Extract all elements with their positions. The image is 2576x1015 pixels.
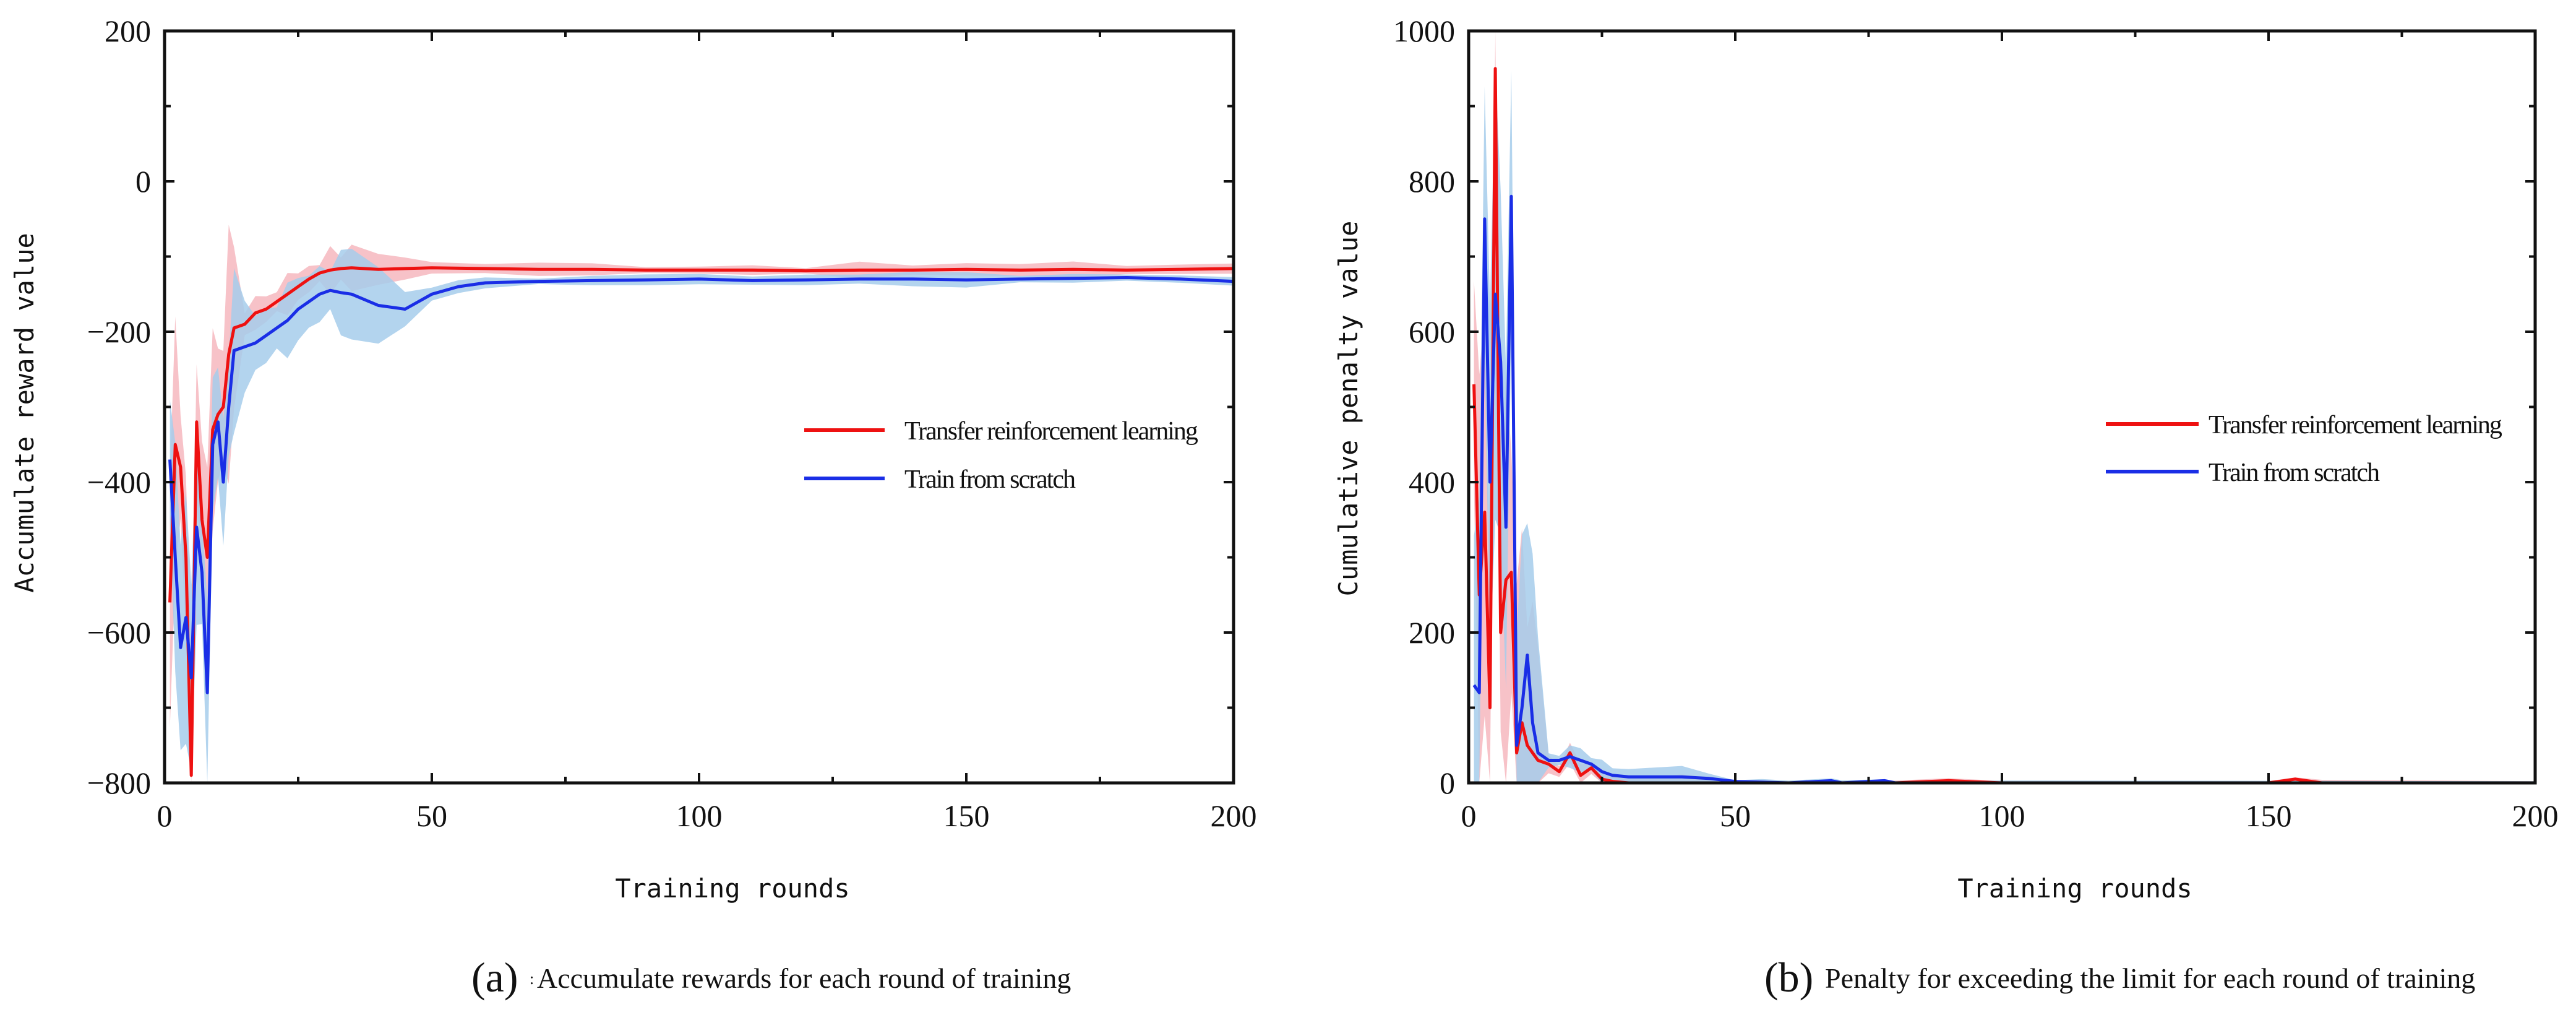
y-tick-label: 800 [1409, 164, 1455, 199]
series-line-scratch [168, 276, 1234, 694]
bands-a [170, 225, 1234, 784]
legend-label-scratch-b: Train from scratch [2209, 459, 2380, 487]
series-lines-a [168, 266, 1234, 777]
y-tick-label: 0 [1440, 766, 1455, 800]
series-lines-b [1472, 67, 2535, 785]
caption-letter-b: (b) [1764, 954, 1813, 1001]
x-tick-label: 200 [1211, 798, 1257, 833]
y-tick-label: −400 [87, 465, 151, 499]
x-tick-label: 100 [676, 798, 723, 833]
x-tick-label: 50 [416, 798, 447, 833]
x-tick-label: 150 [943, 798, 990, 833]
y-tick-label: −200 [87, 314, 151, 349]
tick-labels-a: 0 50 100 150 200 −800 −600 −400 −200 0 200 [87, 14, 1257, 833]
x-tick-label: 200 [2512, 798, 2559, 833]
x-tick-label: 0 [157, 798, 173, 833]
y-tick-label: 1000 [1393, 14, 1455, 48]
y-tick-label: 200 [105, 14, 151, 48]
y-axis-label-b: Cumulative penalty value [1333, 221, 1363, 597]
y-tick-label: 400 [1409, 465, 1455, 499]
chart-panel-b: 0 50 100 150 200 0 200 400 600 800 1000 Training r… [1333, 14, 2559, 1001]
plot-frame-b [1467, 29, 2537, 785]
ticks-a [163, 30, 1235, 784]
y-tick-label: 0 [135, 164, 151, 199]
series-line-transfer [1472, 67, 2535, 785]
x-tick-label: 50 [1720, 798, 1751, 833]
y-tick-label: −800 [87, 766, 151, 800]
tick-labels-b: 0 50 100 150 200 0 200 400 600 800 1000 [1393, 14, 2559, 833]
legend-label-scratch-a: Train from scratch [904, 465, 1076, 494]
y-tick-label: 600 [1409, 314, 1455, 349]
series-line-transfer [168, 266, 1234, 777]
bands-b [1474, 31, 2535, 783]
y-axis-label-a: Accumulate reward value [9, 233, 40, 593]
caption-marker-a: : [530, 970, 534, 988]
y-tick-label: −600 [87, 615, 151, 650]
x-tick-label: 100 [1979, 798, 2025, 833]
chart-panel-a: 0 50 100 150 200 −800 −600 −400 −200 0 200 Trainin… [9, 14, 1257, 1001]
legend-b: Transfer reinforcement learning Train fr… [2106, 411, 2504, 487]
y-tick-label: 200 [1409, 615, 1455, 650]
caption-letter-a: (a) [471, 954, 518, 1001]
confidence-band-transfer [1474, 31, 2535, 783]
x-axis-label-b: Training rounds [1957, 873, 2192, 904]
caption-text-b: Penalty for exceeding the limit for each… [1825, 962, 2475, 994]
legend-a: Transfer reinforcement learning Train fr… [804, 417, 1200, 494]
caption-text-a: Accumulate rewards for each round of tra… [537, 962, 1071, 994]
legend-label-transfer-b: Transfer reinforcement learning [2209, 411, 2502, 439]
plot-frame-a [163, 29, 1235, 785]
series-line-scratch [1472, 194, 2535, 785]
x-axis-label-a: Training rounds [615, 873, 849, 904]
ticks-b [1467, 30, 2536, 784]
x-tick-label: 150 [2246, 798, 2292, 833]
x-tick-label: 0 [1461, 798, 1477, 833]
legend-label-transfer-a: Transfer reinforcement learning [904, 417, 1198, 446]
confidence-band-scratch [170, 249, 1234, 783]
